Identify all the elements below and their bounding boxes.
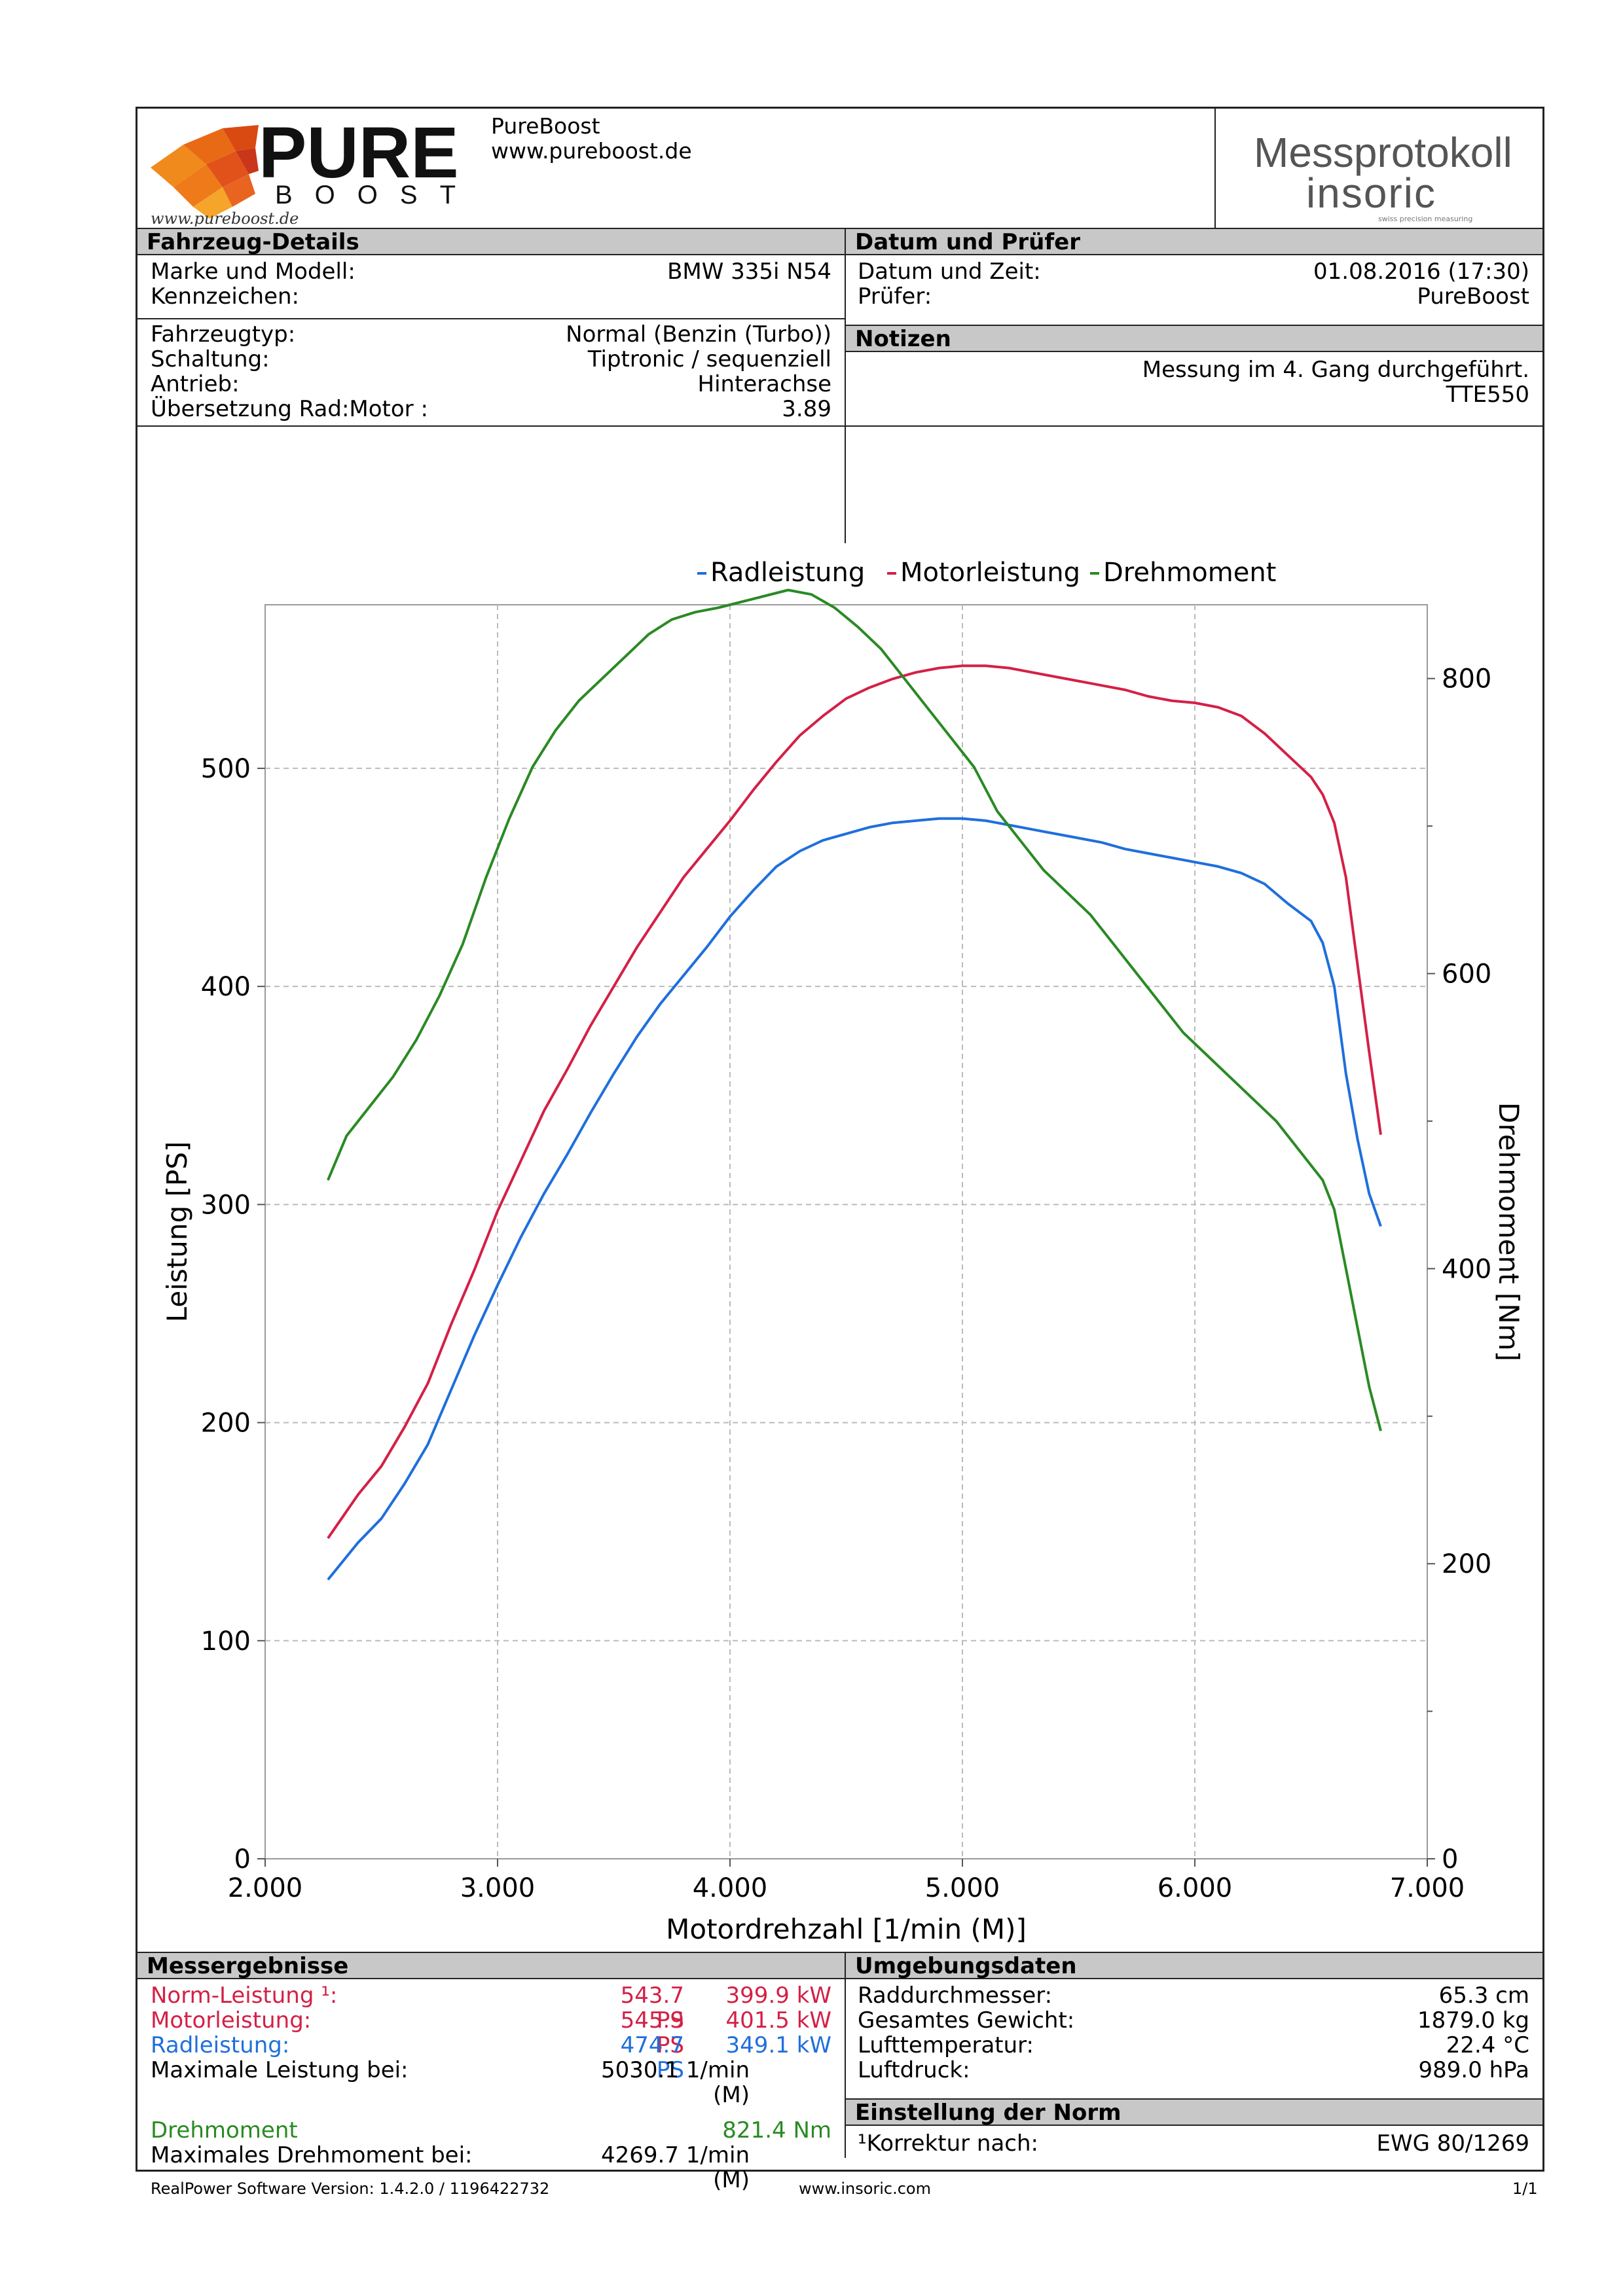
vehicle-details-heading: Fahrzeug-Details xyxy=(137,228,845,255)
plot-area-border xyxy=(264,604,1428,1859)
env-value-1: 1879.0 kg xyxy=(1417,2007,1529,2034)
wheel-power-ps: 474.7 PS xyxy=(620,2032,684,2083)
max-torque-rpm-label: Maximales Drehmoment bei: xyxy=(151,2142,473,2168)
norm-correction-label: ¹Korrektur nach: xyxy=(858,2130,1039,2157)
chart-top-border xyxy=(137,425,1542,427)
max-power-rpm-value: 5030.1 1/min (M) xyxy=(601,2057,750,2108)
footer-url[interactable]: www.insoric.com xyxy=(799,2179,931,2198)
x-tick-label: 6.000 xyxy=(1158,1873,1233,1903)
power-torque-chart: 2.000 3.000 4.000 5.000 6.000 7.0000100200300… xyxy=(161,558,1525,1945)
results-heading: Messergebnisse xyxy=(137,1952,845,1979)
insoric-tagline: swiss precision measuring xyxy=(1378,215,1473,223)
details-divider xyxy=(845,228,846,543)
logo-sub-text: BOOST xyxy=(275,181,478,209)
series-line-radleistung xyxy=(327,817,1382,1581)
y2-tick-label: 0 xyxy=(1442,1844,1458,1874)
date-examiner-heading: Datum und Prüfer xyxy=(845,228,1542,255)
company-url: www.pureboost.de xyxy=(491,138,692,164)
vehicle-label-5: Übersetzung Rad:Motor : xyxy=(151,396,428,422)
x-tick-label: 3.000 xyxy=(460,1873,536,1903)
vehicle-label-3: Schaltung: xyxy=(151,346,270,372)
protocol-logo: Messprotokoll insoric swiss precision me… xyxy=(1218,115,1542,226)
motor-power-ps: 545.9 PS xyxy=(620,2007,684,2058)
date-value: 01.08.2016 (17:30) xyxy=(1313,259,1529,285)
results-divider xyxy=(845,1952,846,2158)
y-tick-label: 300 xyxy=(201,1190,251,1220)
date-label: Datum und Zeit: xyxy=(858,259,1041,285)
y2-tick-label: 400 xyxy=(1442,1254,1491,1284)
pureboost-logo: PURE BOOST www.pureboost.de xyxy=(144,113,484,228)
env-label-1: Gesamtes Gewicht: xyxy=(858,2007,1075,2034)
motor-power-kw: 401.5 kW xyxy=(725,2007,831,2034)
vehicle-value-2: Normal (Benzin (Turbo)) xyxy=(566,321,831,348)
protocol-logo-divider xyxy=(1214,109,1216,228)
x-tick-label: 5.000 xyxy=(925,1873,1000,1903)
norm-power-kw: 399.9 kW xyxy=(725,1982,831,2009)
vehicle-value-0: BMW 335i N54 xyxy=(667,259,831,285)
examiner-label: Prüfer: xyxy=(858,283,932,310)
legend-label-motorleistung: Motorleistung xyxy=(900,558,1080,588)
x-tick-label: 4.000 xyxy=(693,1873,768,1903)
vehicle-label-0: Marke und Modell: xyxy=(151,259,356,285)
footer-page-number: 1/1 xyxy=(1512,2179,1538,2198)
environment-heading: Umgebungsdaten xyxy=(845,1952,1542,1979)
logo-script-text: www.pureboost.de xyxy=(151,209,299,226)
vehicle-value-3: Tiptronic / sequenziell xyxy=(587,346,831,372)
norm-heading: Einstellung der Norm xyxy=(845,2098,1542,2126)
logo-main-text: PURE xyxy=(259,115,459,193)
motor-power-label: Motorleistung: xyxy=(151,2007,312,2034)
pureboost-logo-graphic: PURE BOOST www.pureboost.de xyxy=(151,113,478,228)
examiner-value: PureBoost xyxy=(1417,283,1529,310)
y2-tick-label: 600 xyxy=(1442,960,1491,990)
env-value-2: 22.4 °C xyxy=(1446,2032,1529,2058)
insoric-logo: insoric xyxy=(1306,170,1436,217)
env-label-2: Lufttemperatur: xyxy=(858,2032,1034,2058)
norm-power-ps: 543.7 PS xyxy=(620,1982,684,2034)
wheel-power-kw: 349.1 kW xyxy=(725,2032,831,2058)
y2-axis-label: Drehmoment [Nm] xyxy=(1493,1102,1525,1361)
series-line-motorleistung xyxy=(327,664,1382,1539)
y-tick-label: 100 xyxy=(201,1626,251,1657)
env-label-3: Luftdruck: xyxy=(858,2057,970,2083)
x-tick-label: 2.000 xyxy=(228,1873,303,1903)
footer-software-version: RealPower Software Version: 1.4.2.0 / 11… xyxy=(151,2179,550,2198)
max-torque-rpm-value: 4269.7 1/min (M) xyxy=(601,2142,750,2193)
y2-tick-label: 200 xyxy=(1442,1549,1491,1579)
torque-label: Drehmoment xyxy=(151,2117,298,2144)
norm-correction-value: EWG 80/1269 xyxy=(1376,2130,1529,2157)
norm-power-label: Norm-Leistung ¹: xyxy=(151,1982,338,2009)
wheel-power-label: Radleistung: xyxy=(151,2032,290,2058)
env-value-0: 65.3 cm xyxy=(1438,1982,1529,2009)
vehicle-label-4: Antrieb: xyxy=(151,371,240,397)
protocol-title: Messprotokoll xyxy=(1254,129,1512,176)
y2-tick-label: 800 xyxy=(1442,664,1491,694)
series-line-drehmoment xyxy=(327,588,1382,1431)
vehicle-value-5: 3.89 xyxy=(782,396,831,422)
notes-heading: Notizen xyxy=(845,325,1542,352)
env-value-3: 989.0 hPa xyxy=(1418,2057,1529,2083)
env-label-0: Raddurchmesser: xyxy=(858,1982,1053,2009)
company-name: PureBoost xyxy=(491,113,600,139)
vehicle-label-2: Fahrzeugtyp: xyxy=(151,321,296,348)
max-power-rpm-label: Maximale Leistung bei: xyxy=(151,2057,409,2083)
legend-label-drehmoment: Drehmoment xyxy=(1103,558,1276,588)
vehicle-value-4: Hinterachse xyxy=(697,371,832,397)
notes-line-2: TTE550 xyxy=(1446,382,1529,408)
y-tick-label: 0 xyxy=(234,1844,251,1874)
y-tick-label: 500 xyxy=(201,754,251,784)
notes-line-1: Messung im 4. Gang durchgeführt. xyxy=(1142,357,1529,383)
y-tick-label: 400 xyxy=(201,972,251,1002)
y-tick-label: 200 xyxy=(201,1408,251,1439)
torque-value: 821.4 Nm xyxy=(722,2117,831,2144)
vehicle-label-1: Kennzeichen: xyxy=(151,283,299,310)
vehicle-separator xyxy=(137,318,845,319)
y-axis-label: Leistung [PS] xyxy=(161,1141,193,1323)
report-frame: PURE BOOST www.pureboost.de PureBoost ww… xyxy=(136,107,1544,2193)
x-tick-label: 7.000 xyxy=(1390,1873,1465,1903)
legend-label-radleistung: Radleistung xyxy=(710,558,865,588)
x-axis-label: Motordrehzahl [1/min (M)] xyxy=(666,1913,1027,1945)
